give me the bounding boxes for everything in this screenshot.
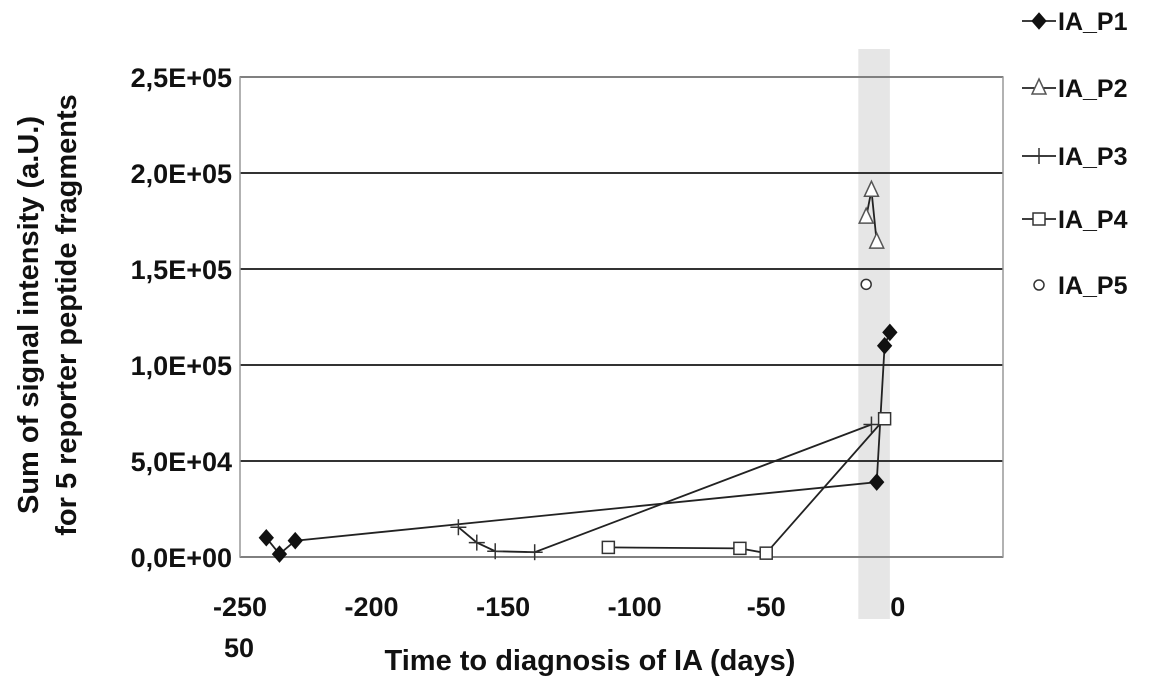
data-point <box>863 416 880 433</box>
data-point <box>271 545 288 563</box>
data-point <box>487 543 504 560</box>
data-point <box>287 531 303 550</box>
legend-label: IA_P1 <box>1058 8 1128 36</box>
legend-marker <box>1030 77 1048 95</box>
legend-item: IA_P4 <box>1022 206 1128 234</box>
y-axis-title-line-1: Sum of signal intensity (a.U.) <box>13 116 45 514</box>
series-IA_P2 <box>858 179 885 249</box>
legend-label: IA_P5 <box>1058 272 1128 300</box>
y-tick-label: 1,5E+05 <box>131 255 232 285</box>
y-tick-label: 2,5E+05 <box>131 63 232 93</box>
series-line <box>608 418 886 555</box>
data-point <box>868 231 885 249</box>
data-point <box>882 323 898 342</box>
y-tick-labels: 0,0E+00 5,0E+04 1,0E+05 1,5E+05 2,0E+05 2,5E+… <box>131 63 232 573</box>
series-IA_P4 <box>601 412 892 560</box>
data-point <box>526 544 543 561</box>
data-point <box>869 473 885 491</box>
x-tick-label: -150 <box>476 592 530 622</box>
data-point <box>733 541 747 556</box>
series-IA_P1 <box>258 323 898 563</box>
plot-frame <box>239 76 1004 558</box>
legend-item: IA_P3 <box>1022 143 1127 171</box>
legend: IA_P1 IA_P2 IA_P3 IA_P4 IA_P5 <box>1022 8 1128 300</box>
x-tick-label: -250 <box>213 592 267 622</box>
legend-item: IA_P1 <box>1022 8 1128 36</box>
x-axis-title: Time to diagnosis of IA (days) <box>385 645 796 677</box>
data-point <box>860 278 872 291</box>
legend-marker <box>1032 212 1046 226</box>
legend-item: IA_P5 <box>1033 272 1128 300</box>
x-tick-label: 0 <box>890 592 905 622</box>
legend-item: IA_P2 <box>1022 75 1127 103</box>
legend-marker <box>1031 148 1047 164</box>
legend-label: IA_P3 <box>1058 143 1127 171</box>
x-extra-label: 50 <box>224 633 254 663</box>
data-point <box>601 540 616 555</box>
y-tick-label: 2,0E+05 <box>131 159 232 189</box>
x-tick-label: -200 <box>345 592 399 622</box>
legend-marker <box>1033 279 1045 291</box>
y-axis-title-line-2: for 5 reporter peptide fragments <box>51 94 83 536</box>
x-tick-labels: -250 -200 -150 -100 -50 0 <box>213 592 905 622</box>
y-tick-label: 1,0E+05 <box>131 351 232 381</box>
data-point <box>863 179 880 198</box>
series-IA_P3 <box>450 416 880 561</box>
data-point <box>876 337 893 355</box>
y-tick-label: 5,0E+04 <box>131 447 232 477</box>
data-point <box>759 546 773 560</box>
x-tick-label: -100 <box>608 592 662 622</box>
data-point <box>877 412 892 426</box>
series-layer <box>258 179 898 563</box>
data-point <box>450 519 467 536</box>
data-point <box>858 206 875 224</box>
legend-label: IA_P2 <box>1058 75 1127 103</box>
legend-label: IA_P4 <box>1058 206 1128 234</box>
data-point <box>468 534 485 551</box>
series-IA_P5 <box>860 278 872 291</box>
legend-marker <box>1031 12 1047 30</box>
x-tick-label: -50 <box>747 592 786 622</box>
y-tick-label: 0,0E+00 <box>131 543 232 573</box>
data-point <box>258 529 274 547</box>
